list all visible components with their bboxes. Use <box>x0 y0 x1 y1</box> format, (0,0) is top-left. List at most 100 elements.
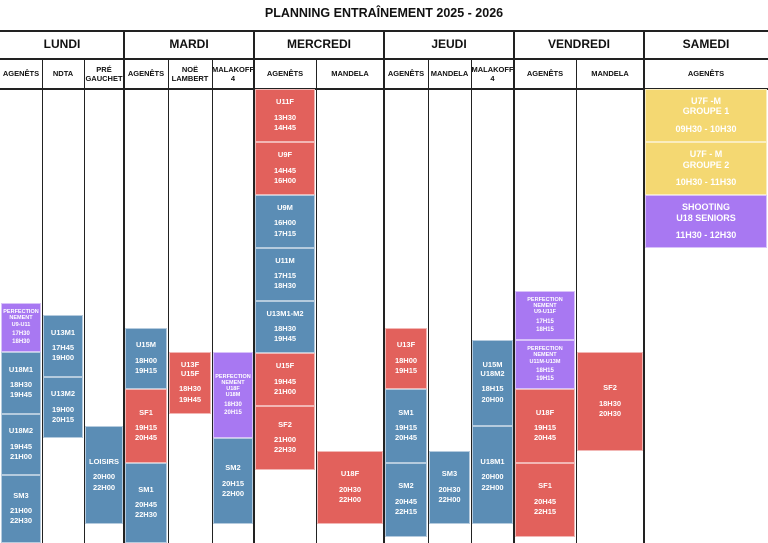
grid-divider <box>123 30 125 543</box>
session-block-u13f: U13F 18H00 19H15 <box>385 327 427 390</box>
col-header-jeudi-agenets: AGENÊTS <box>387 69 425 79</box>
session-label: U18F <box>535 407 555 417</box>
col-header-mardi-malakoff: MALAKOFF 4 <box>211 65 255 83</box>
session-label: U7F - M GROUPE 2 <box>682 149 730 170</box>
session-block-u18m1: U18M1 18H30 19H45 <box>1 352 41 414</box>
session-block-perfection-nement-u18f-u18m: PERFECTION NEMENT U18F U18M 18H30 20H15 <box>213 352 253 439</box>
session-label: U13F <box>396 339 416 349</box>
session-times: 13H30 14H45 <box>273 112 297 132</box>
page-title: PLANNING ENTRAÎNEMENT 2025 - 2026 <box>264 6 504 20</box>
session-block-sm2: SM2 20H45 22H15 <box>385 462 427 537</box>
session-label: U18M1 <box>8 364 34 374</box>
session-block-u13m1: U13M1 17H45 19H00 <box>43 315 83 377</box>
grid-divider <box>643 30 645 543</box>
session-block-u11m: U11M 17H15 18H30 <box>255 247 315 301</box>
col-header-samedi-agenets: AGENÊTS <box>687 69 725 79</box>
session-label: LOISIRS <box>88 456 119 466</box>
session-times: 17H15 18H30 <box>273 271 297 291</box>
session-block-u9m: U9M 16H00 17H15 <box>255 194 315 248</box>
session-block-u15m: U15M 18H00 19H15 <box>125 327 167 390</box>
day-header-lundi: LUNDI <box>43 37 81 51</box>
session-times: 18H30 19H45 <box>273 324 297 344</box>
grid-divider <box>84 58 85 543</box>
session-block-u7f-m-groupe-1: U7F -M GROUPE 1 09H30 - 10H30 <box>645 89 767 143</box>
session-times: 20H30 22H00 <box>438 484 461 504</box>
session-label: U9F <box>277 149 293 159</box>
session-times: 21H00 22H30 <box>273 435 297 455</box>
session-times: 18H15 19H15 <box>536 367 554 382</box>
grid-divider <box>576 58 577 543</box>
session-times: 17H30 18H30 <box>12 330 30 346</box>
session-label: SHOOTING U18 SENIORS <box>676 202 736 223</box>
session-label: SF1 <box>538 481 552 491</box>
grid-divider <box>471 58 472 543</box>
session-label: PERFECTION NEMENT U11M-U13M <box>527 345 563 365</box>
session-label: U13F U15F <box>180 360 200 378</box>
col-header-mercredi-mandela: MANDELA <box>331 69 369 79</box>
session-block-u18f: U18F 19H15 20H45 <box>515 389 575 463</box>
grid-divider <box>42 58 43 543</box>
grid-divider <box>428 58 429 543</box>
session-times: 17H15 18H15 <box>536 318 554 333</box>
session-block-loisirs: LOISIRS 20H00 22H00 <box>85 426 123 525</box>
session-label: PERFECTION NEMENT U18F U18M <box>215 373 251 399</box>
session-times: 11H30 - 12H30 <box>675 230 737 240</box>
session-block-perfection-nement-u11m-u13m: PERFECTION NEMENT U11M-U13M 18H15 19H15 <box>515 339 575 390</box>
session-times: 18H30 20H15 <box>224 401 242 416</box>
session-label: U15F <box>275 361 295 371</box>
session-times: 19H15 20H45 <box>533 423 557 443</box>
session-times: 21H00 22H30 <box>9 506 33 526</box>
grid-divider <box>168 58 169 543</box>
session-label: PERFECTION NEMENT U9-U11 <box>3 309 39 328</box>
session-block-sm3: SM3 21H00 22H30 <box>1 475 41 543</box>
session-times: 20H15 22H00 <box>221 478 245 498</box>
session-times: 17H45 19H00 <box>51 343 75 363</box>
session-label: U18M2 <box>8 426 34 435</box>
day-header-vendredi: VENDREDI <box>547 37 610 51</box>
session-block-u15m-u18m2: U15M U18M2 18H15 20H00 <box>472 339 513 426</box>
session-block-u18m1: U18M1 20H00 22H00 <box>472 426 513 525</box>
session-block-u11f: U11F 13H30 14H45 <box>255 89 315 142</box>
session-label: U11F <box>276 97 294 106</box>
session-times: 20H45 22H15 <box>533 496 557 517</box>
session-block-perfection-nement-u9-u11: PERFECTION NEMENT U9-U11 17H30 18H30 <box>1 303 41 353</box>
day-header-samedi: SAMEDI <box>682 37 730 51</box>
col-header-vendredi-agenets: AGENÊTS <box>526 69 564 79</box>
session-times: 16H00 17H15 <box>273 218 297 238</box>
col-header-lundi-agenets: AGENÊTS <box>2 69 40 79</box>
session-times: 20H00 22H00 <box>481 472 504 492</box>
session-times: 20H30 22H00 <box>338 484 362 504</box>
session-block-u13m1-m2: U13M1-M2 18H30 19H45 <box>255 300 315 354</box>
day-header-mercredi: MERCREDI <box>286 37 351 51</box>
session-block-u9f: U9F 14H45 16H00 <box>255 141 315 195</box>
session-label: SM3 <box>441 469 458 479</box>
col-header-vendredi-mandela: MANDELA <box>591 69 629 79</box>
session-times: 18H15 20H00 <box>481 384 504 404</box>
session-block-sf1: SF1 20H45 22H15 <box>515 462 575 537</box>
session-label: U18F <box>340 469 360 479</box>
session-label: SM3 <box>13 490 29 500</box>
session-block-u18f: U18F 20H30 22H00 <box>317 450 383 525</box>
session-block-perfection-nement-u9-u11f: PERFECTION NEMENT U9-U11F 17H15 18H15 <box>515 290 575 340</box>
session-times: 20H00 22H00 <box>92 472 116 492</box>
session-block-u15f: U15F 19H45 21H00 <box>255 353 315 407</box>
session-times: 19H00 20H15 <box>51 404 75 424</box>
session-label: SM2 <box>398 481 414 491</box>
session-label: U13M1-M2 <box>266 308 304 318</box>
session-label: SM1 <box>138 484 154 494</box>
session-block-sm3: SM3 20H30 22H00 <box>429 450 470 525</box>
session-block-sm1: SM1 20H45 22H30 <box>125 462 167 543</box>
day-header-mardi: MARDI <box>169 37 209 51</box>
session-label: U15M <box>135 339 156 349</box>
session-times: 18H30 19H45 <box>178 384 202 404</box>
session-block-u13f-u15f: U13F U15F 18H30 19H45 <box>169 352 211 414</box>
session-block-sm2: SM2 20H15 22H00 <box>213 438 253 525</box>
grid-divider <box>513 30 515 543</box>
session-label: SM1 <box>398 407 414 417</box>
session-label: SF2 <box>603 382 617 392</box>
session-times: 10H30 - 11H30 <box>675 176 737 187</box>
session-block-sf2: SF2 18H30 20H30 <box>577 352 643 451</box>
session-times: 20H45 22H15 <box>394 496 418 517</box>
schedule-grid: LUNDI MARDI MERCREDI JEUDI VENDREDI SAME… <box>0 30 768 543</box>
session-times: 09H30 - 10H30 <box>675 123 737 134</box>
